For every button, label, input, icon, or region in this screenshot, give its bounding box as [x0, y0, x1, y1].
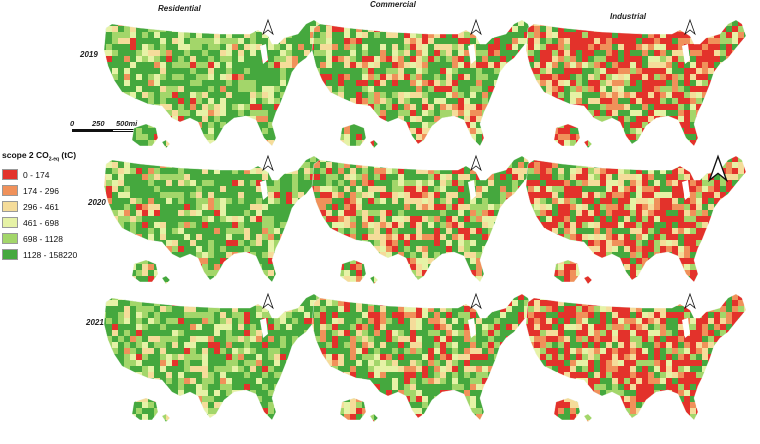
north-arrow-icon: [470, 292, 482, 310]
choropleth-map-commercial-2019: [308, 14, 536, 152]
legend-label: 698 - 1128: [23, 233, 64, 244]
legend-title-unit: (tC): [59, 150, 77, 160]
choropleth-map-residential-2020: [100, 150, 328, 288]
legend-title-main: scope 2 CO: [2, 150, 49, 160]
legend-label: 461 - 698: [23, 217, 59, 228]
scale-bar-segment-1: [72, 129, 112, 132]
scale-label-0: 0: [70, 119, 75, 128]
choropleth-map-residential-2019: [100, 14, 328, 152]
legend-swatch: [2, 201, 18, 213]
column-title-industrial: Industrial: [610, 12, 647, 21]
choropleth-map-commercial-2020: [308, 150, 536, 288]
legend-item: 698 - 1128: [2, 231, 77, 247]
row-label-2019: 2019: [80, 50, 98, 59]
north-arrow-icon: [684, 18, 696, 36]
scale-label-250: 250: [92, 119, 105, 128]
legend: scope 2 CO2-eq (tC) 0 - 174 174 - 296 296 …: [2, 150, 77, 263]
north-arrow-icon: [470, 154, 482, 172]
choropleth-map-commercial-2021: [308, 288, 536, 426]
north-arrow-icon: [262, 292, 274, 310]
north-arrow-icon: [262, 18, 274, 36]
legend-swatch: [2, 233, 18, 245]
north-arrow-icon: [684, 292, 696, 310]
legend-title-subscript: 2-eq: [48, 156, 60, 163]
row-label-2020: 2020: [88, 198, 106, 207]
legend-label: 0 - 174: [23, 169, 50, 180]
legend-swatch: [2, 169, 18, 181]
legend-item: 461 - 698: [2, 215, 77, 231]
choropleth-map-industrial-2020: [522, 150, 750, 288]
north-arrow-icon: [262, 154, 274, 172]
north-arrow-icon: [470, 18, 482, 36]
north-arrow-icon: [708, 154, 728, 183]
legend-swatch: [2, 217, 18, 229]
column-title-residential: Residential: [158, 4, 201, 13]
choropleth-map-industrial-2019: [522, 14, 750, 152]
legend-item: 0 - 174: [2, 167, 77, 183]
choropleth-map-industrial-2021: [522, 288, 750, 426]
legend-swatch: [2, 249, 18, 261]
legend-title: scope 2 CO2-eq (tC): [2, 150, 77, 163]
scale-label-500: 500mi: [116, 119, 138, 128]
column-title-commercial: Commercial: [370, 0, 416, 9]
legend-item: 1128 - 158220: [2, 247, 77, 263]
legend-label: 296 - 461: [23, 201, 59, 212]
choropleth-map-residential-2021: [100, 288, 328, 426]
legend-item: 296 - 461: [2, 199, 77, 215]
row-label-2021: 2021: [86, 318, 104, 327]
legend-label: 1128 - 158220: [23, 249, 78, 260]
legend-label: 174 - 296: [23, 185, 59, 196]
legend-item: 174 - 296: [2, 183, 77, 199]
legend-swatch: [2, 185, 18, 197]
